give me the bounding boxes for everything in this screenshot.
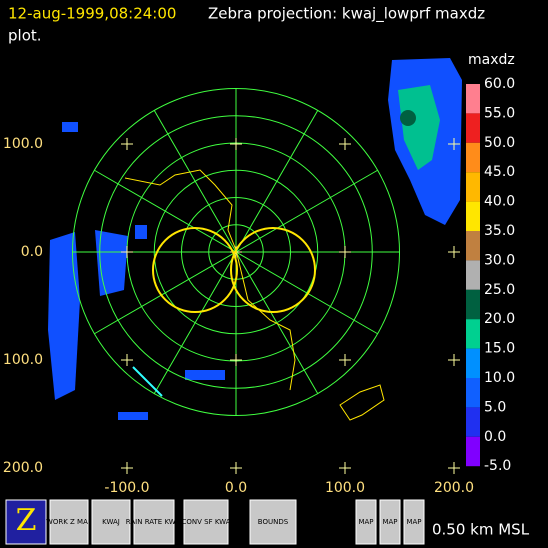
grid-cross <box>448 354 460 366</box>
colorbar-label: 55.0 <box>484 105 515 121</box>
colorbar-band <box>466 289 480 320</box>
toolbar-button[interactable]: BOUNDS <box>249 499 297 545</box>
button-label: CONV SF KWA <box>181 518 230 526</box>
grid-cross <box>121 246 133 258</box>
toolbar-button[interactable]: MAP <box>355 499 377 545</box>
colorbar-label: 35.0 <box>484 223 515 239</box>
colorbar-band <box>466 84 480 114</box>
button-face <box>249 499 297 545</box>
button-label: Z <box>16 503 37 538</box>
grid-cross <box>121 462 133 474</box>
grid-cross <box>121 354 133 366</box>
button-label: BOUNDS <box>258 518 289 526</box>
colorbar-band <box>466 142 480 173</box>
button-face <box>5 499 47 545</box>
button-label: RAIN RATE KWAJ <box>126 518 182 526</box>
toolbar-button[interactable]: KWAJ <box>91 499 131 545</box>
grid-cross <box>448 462 460 474</box>
grid-cross <box>121 138 133 150</box>
button-label: MAP <box>358 518 373 526</box>
button-face <box>355 499 377 545</box>
button-face <box>403 499 425 545</box>
colorbar-label: 30.0 <box>484 252 515 268</box>
colorbar-band <box>466 436 480 467</box>
y-label: 100.0 <box>3 352 43 368</box>
header-title-cont: plot. <box>8 27 42 45</box>
colorbar-label: 40.0 <box>484 194 515 210</box>
colorbar-field: maxdz <box>468 52 515 68</box>
colorbar-label: 45.0 <box>484 164 515 180</box>
colorbar-band <box>466 378 480 408</box>
x-label: 200.0 <box>434 480 474 496</box>
button-face <box>379 499 401 545</box>
y-label: 100.0 <box>3 136 43 152</box>
header-title: Zebra projection: kwaj_lowprf maxdz <box>208 5 485 24</box>
colorbar-label: 50.0 <box>484 135 515 151</box>
footer-altitude: 0.50 km MSL <box>432 521 530 539</box>
colorbar-band <box>466 407 480 437</box>
grid-cross <box>230 462 242 474</box>
toolbar-button[interactable]: MAP <box>403 499 425 545</box>
button-face <box>49 499 89 545</box>
grid-cross <box>230 138 242 150</box>
cyan-line <box>132 366 163 397</box>
colorbar-label: 25.0 <box>484 282 515 298</box>
axis-labels: 100.0 0.0 100.0 200.0 -100.0 0.0 100.0 200.0 <box>3 136 474 496</box>
button-label: KWAJ <box>102 518 120 526</box>
button-face <box>133 499 175 545</box>
colorbar-label: 15.0 <box>484 341 515 357</box>
grid-cross <box>448 138 460 150</box>
colorbar-band <box>466 260 480 290</box>
toolbar-button[interactable]: WORK Z MAP <box>46 499 92 545</box>
header-time: 12-aug-1999,08:24:00 <box>8 5 176 23</box>
x-label: -100.0 <box>104 480 149 496</box>
button-label: MAP <box>406 518 421 526</box>
colorbar-band <box>466 348 480 378</box>
toolbar-button[interactable]: RAIN RATE KWAJ <box>126 499 182 545</box>
grid-cross <box>339 354 351 366</box>
colorbar-band <box>466 201 480 231</box>
button-label: WORK Z MAP <box>46 518 92 526</box>
colorbar-band <box>466 319 480 349</box>
toolbar-button[interactable]: CONV SF KWA <box>181 499 231 545</box>
colorbar-label: 10.0 <box>484 370 515 386</box>
x-label: 0.0 <box>225 480 247 496</box>
colorbar-label: 5.0 <box>484 399 506 415</box>
button-label: MAP <box>382 518 397 526</box>
toolbar-button[interactable]: MAP <box>379 499 401 545</box>
colorbar: maxdz 60.0 55.0 50.0 45.0 40.0 35.0 30.0 25.0 20… <box>466 52 515 474</box>
colorbar-band <box>466 172 480 202</box>
y-label: 200.0 <box>3 460 43 476</box>
toolbar-button[interactable]: Z <box>5 499 47 545</box>
button-face <box>91 499 131 545</box>
grid-cross <box>230 354 242 366</box>
colorbar-label: 20.0 <box>484 311 515 327</box>
y-label: 0.0 <box>21 244 43 260</box>
grid-cross <box>339 246 351 258</box>
map-overlay <box>124 169 385 421</box>
colorbar-label: 60.0 <box>484 76 515 92</box>
grid-cross <box>339 138 351 150</box>
x-label: 100.0 <box>325 480 365 496</box>
colorbar-label: -5.0 <box>484 458 511 474</box>
colorbar-label: 0.0 <box>484 429 506 445</box>
grid-cross <box>339 462 351 474</box>
colorbar-band <box>466 231 480 261</box>
grid-cross <box>448 246 460 258</box>
toolbar: Z WORK Z MAP KWAJ RAIN RATE KWAJ CONV SF KWA… <box>5 499 425 545</box>
button-face <box>183 499 229 545</box>
radar-echoes <box>48 58 462 420</box>
colorbar-band <box>466 113 480 143</box>
